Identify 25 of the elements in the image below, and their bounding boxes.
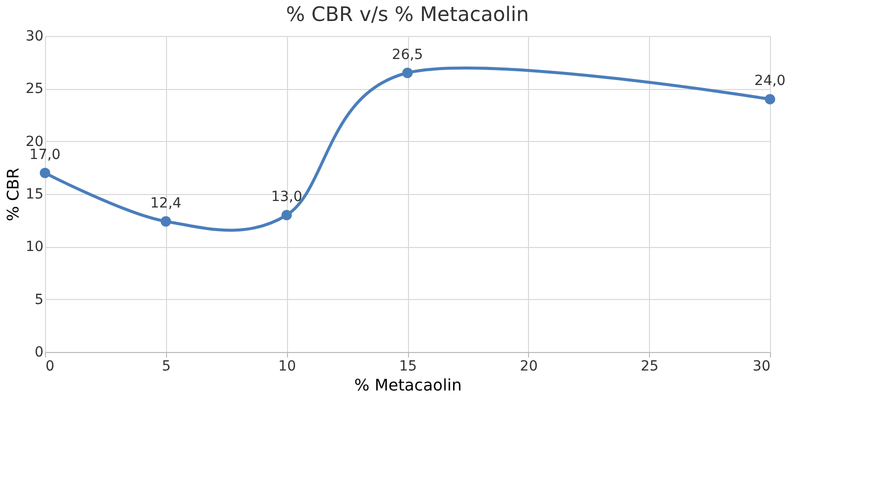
x-tick-label: 15 [399,358,417,374]
data-label: 13,0 [271,189,302,206]
point [40,168,50,178]
data-label: 26,5 [392,46,424,63]
chart-title: % CBR v/s % Metacaolin [286,2,529,26]
point [402,68,413,78]
y-tick-label: 5 [34,292,44,308]
x-tick-label: 10 [278,358,296,374]
y-tick-label: 15 [26,186,44,202]
x-tick-label: 0 [46,358,54,374]
x-tick-label: 5 [162,358,171,374]
point [281,210,292,220]
x-tick-label: 20 [520,358,538,374]
x-tick-label: 30 [752,358,770,374]
data-label: 12,4 [150,195,182,212]
y-tick-label: 0 [34,344,44,360]
data-label: 24,0 [754,73,786,90]
y-tick-label: 10 [26,239,44,256]
y-axis-title: % CBR [4,168,23,222]
x-tick-label: 25 [640,358,659,374]
y-tick-label: 25 [26,81,44,98]
y-tick-label: 30 [26,28,44,44]
point [160,216,172,227]
point [764,94,776,104]
x-axis-title: % Metacaolin [354,376,462,394]
